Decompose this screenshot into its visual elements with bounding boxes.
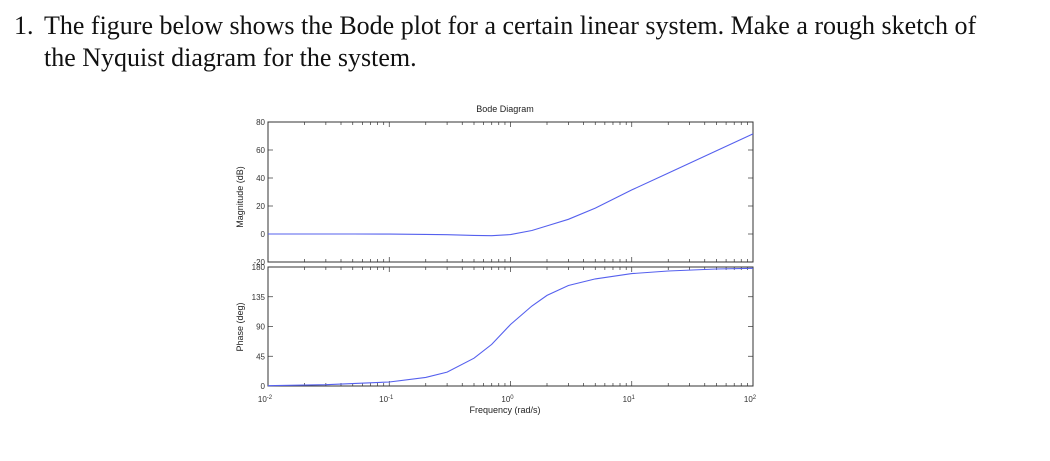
phase-y-tick-label: 90 [256,323,265,332]
frequency-tick-label: 101 [623,395,636,404]
magnitude-plot-frame [267,121,754,263]
phase-y-tick-label: 135 [252,293,266,302]
magnitude-y-tick-label: -20 [253,258,265,267]
magnitude-y-tick-label: 80 [256,118,265,127]
magnitude-y-tick-label: 0 [261,230,266,239]
frequency-tick-label: 10-1 [379,395,394,404]
phase-series-line [267,267,754,387]
frequency-axis-label: Frequency (rad/s) [469,405,540,415]
problem-line-1: 1. The figure below shows the Bode plot f… [14,10,1044,42]
frequency-tick-label: 10-2 [258,395,273,404]
magnitude-y-tick-label: 20 [256,202,265,211]
problem-text-line-1: The figure below shows the Bode plot for… [44,11,977,40]
phase-y-tick-label: 0 [261,382,266,391]
magnitude-series-line [268,133,754,237]
problem-text-line-2: the Nyquist diagram for the system. [44,43,417,72]
phase-axis-label: Phase (deg) [235,302,245,351]
magnitude-axis-label: Magnitude (dB) [235,166,245,228]
problem-statement: 1. The figure below shows the Bode plot f… [14,10,1044,74]
frequency-tick-label: 102 [744,395,757,404]
problem-number: 1. [14,11,34,40]
phase-y-tick-label: 180 [252,263,266,272]
phase-y-tick-label: 45 [256,352,265,361]
magnitude-y-tick-label: 40 [256,174,265,183]
chart-title: Bode Diagram [476,104,534,114]
magnitude-y-tick-label: 60 [256,146,265,155]
frequency-tick-label: 100 [501,395,514,404]
phase-plot-frame [267,266,754,387]
